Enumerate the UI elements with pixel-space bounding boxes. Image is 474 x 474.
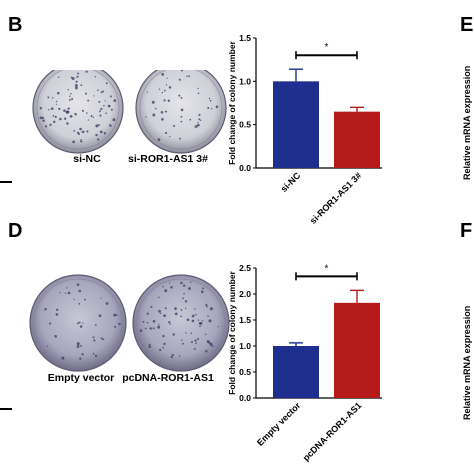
chart-b-bar-0 — [273, 81, 319, 168]
chart-b-y-axis-label: Fold change of colony number — [228, 40, 237, 164]
chart-d-y-tick-label: 2.0 — [239, 289, 251, 299]
dish-si-ror1-as1 — [135, 70, 227, 154]
chart-b-y-tick-label: 0.0 — [239, 163, 251, 173]
chart-d-category-label-0: Empty vector — [255, 400, 303, 448]
chart-b-y-tick-label: 1.0 — [239, 76, 251, 86]
dish-label-pcdna-ror1-as1: pcDNA-ROR1-AS1 — [122, 372, 214, 384]
dish-si-nc — [32, 70, 124, 154]
chart-d-bar-1 — [334, 302, 380, 398]
chart-d-y-tick-label: 0.0 — [239, 393, 251, 403]
chart-d-y-tick-label: 1.5 — [239, 315, 251, 325]
dish-label-si-ror1-as1: si-ROR1-AS1 3# — [128, 153, 208, 165]
panel-letter-b: B — [8, 14, 23, 36]
panel-letter-d: D — [8, 220, 23, 242]
chart-d-significance-star: * — [325, 263, 329, 274]
panel-e-ylabel-partial: Relative mRNA expression — [462, 65, 472, 180]
panel-letter-f: F — [460, 220, 473, 242]
chart-b-bar-1 — [334, 111, 380, 168]
chart-b-significance-star: * — [325, 42, 329, 53]
colony-dish-images — [29, 70, 230, 372]
dish-empty-vector — [29, 274, 127, 372]
dish-label-empty-vector: Empty vector — [47, 372, 115, 384]
chart-d-category-label-1: pcDNA-ROR1-AS1 — [301, 400, 364, 463]
chart-d-y-tick-label: 2.5 — [239, 263, 251, 273]
dish-label-si-nc: si-NC — [73, 153, 101, 165]
cut-line-bottom — [0, 408, 12, 410]
panel-f-ylabel-partial: Relative mRNA expression — [462, 305, 472, 420]
panel-letter-e: E — [460, 14, 474, 36]
chart-d-y-tick-label: 1.0 — [239, 341, 251, 351]
dish-pcdna-ror1-as1 — [132, 274, 230, 372]
chart-b-y-tick-label: 1.5 — [239, 33, 251, 43]
chart-b-y-tick-label: 0.5 — [239, 120, 251, 130]
chart-d-y-tick-label: 0.5 — [239, 367, 251, 377]
chart-d-bar-0 — [273, 346, 319, 398]
chart-d-y-axis-label: Fold change of colony number — [228, 270, 237, 394]
chart-b-category-label-0: si-NC — [279, 170, 303, 194]
chart-b-category-label-1: si-ROR1-AS1 3# — [308, 170, 364, 226]
cut-line-top — [0, 181, 12, 183]
